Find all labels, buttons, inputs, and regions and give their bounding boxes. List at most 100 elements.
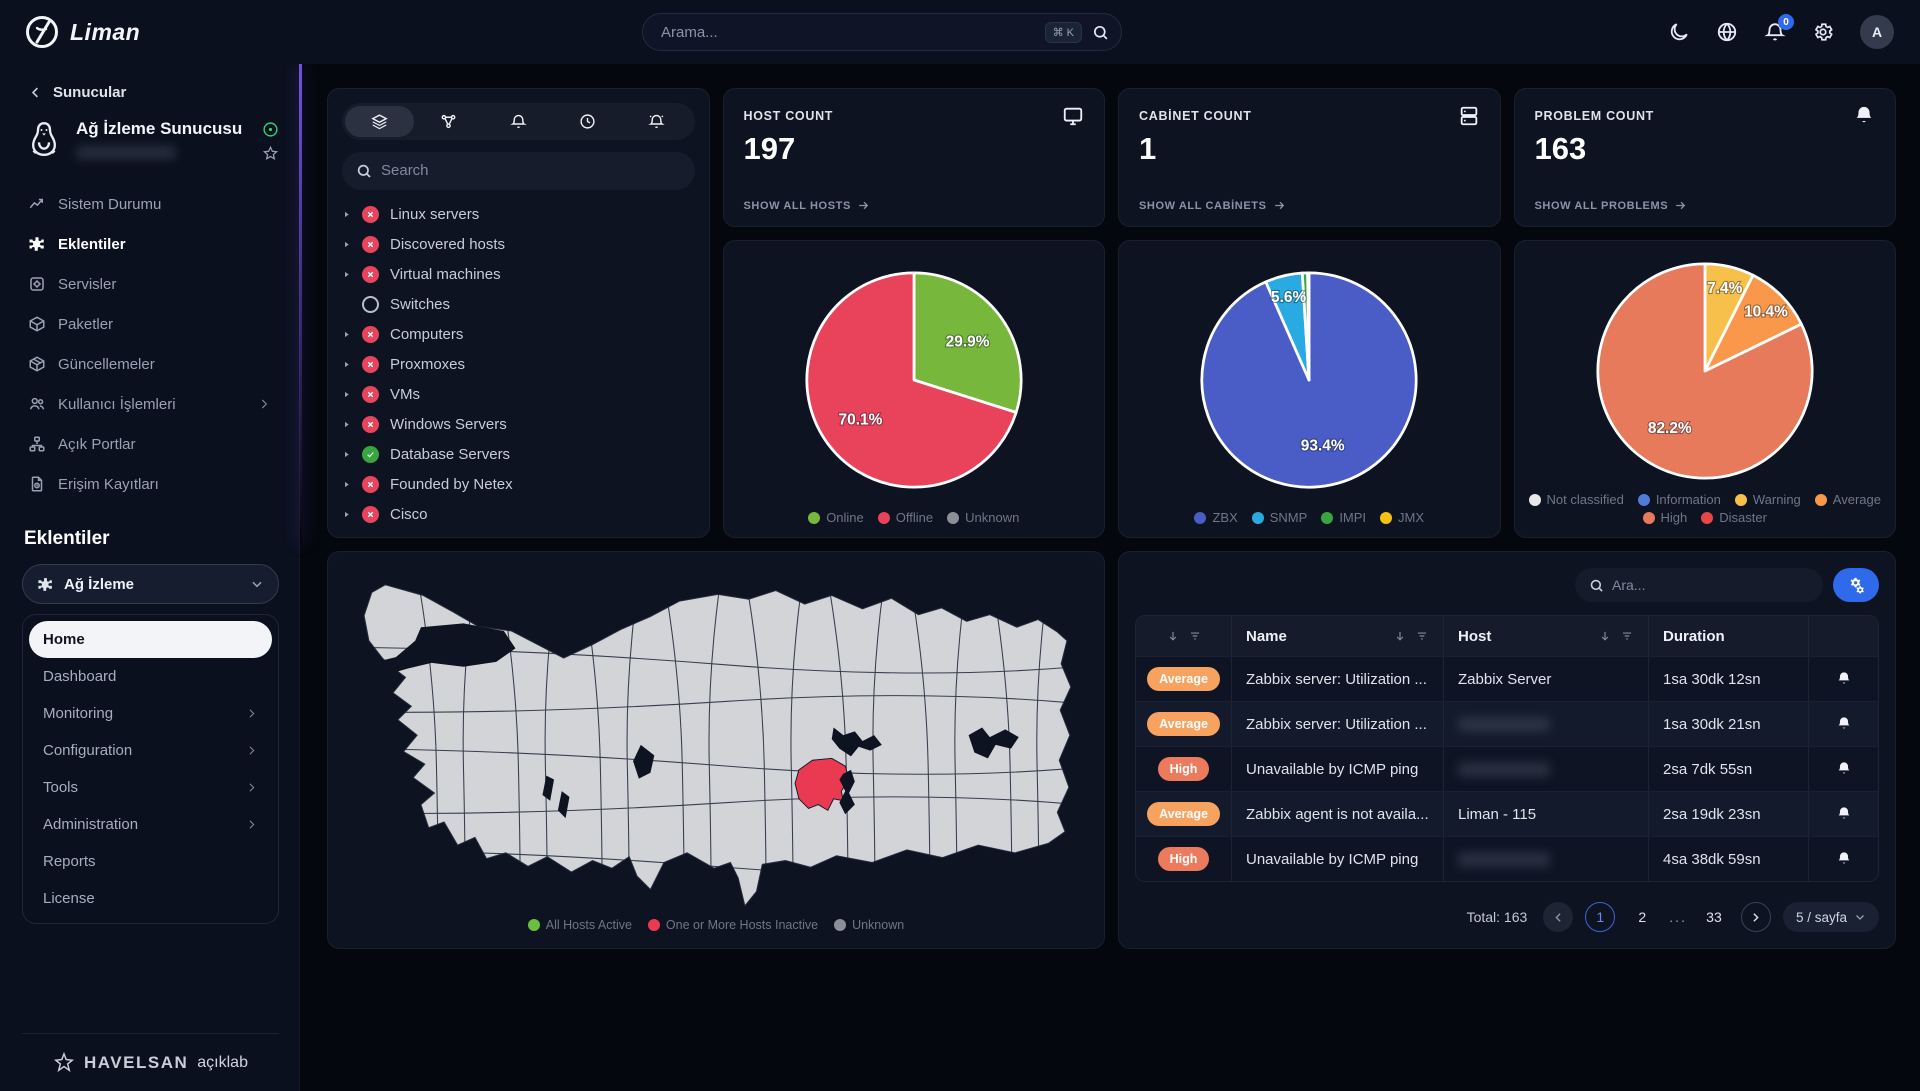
extension-menu-item-license[interactable]: License bbox=[29, 880, 272, 917]
pie-slice-high[interactable] bbox=[1596, 261, 1814, 479]
sidebar-item-paketler[interactable]: Paketler bbox=[22, 304, 279, 344]
legend-item-warning[interactable]: Warning bbox=[1734, 492, 1801, 507]
extension-selector[interactable]: Ağ İzleme bbox=[22, 564, 279, 604]
global-search-input[interactable] bbox=[661, 23, 1045, 41]
tree-item-founded-by-netex[interactable]: Founded by Netex bbox=[342, 470, 695, 500]
caret-right-icon[interactable] bbox=[342, 480, 351, 489]
tree-item-virtual-machines[interactable]: Virtual machines bbox=[342, 260, 695, 290]
caret-right-icon[interactable] bbox=[342, 450, 351, 459]
tree-item-vms[interactable]: VMs bbox=[342, 380, 695, 410]
row-notify-button[interactable] bbox=[1836, 716, 1852, 732]
legend-item-disaster[interactable]: Disaster bbox=[1701, 510, 1767, 525]
sort-icon[interactable] bbox=[1598, 629, 1612, 643]
liman-logo[interactable]: Liman bbox=[0, 14, 140, 50]
caret-right-icon[interactable] bbox=[342, 510, 351, 519]
pie-slice-online[interactable] bbox=[912, 270, 1023, 414]
extension-menu-item-dashboard[interactable]: Dashboard bbox=[29, 658, 272, 695]
sidebar-item-eklentiler[interactable]: Eklentiler bbox=[22, 224, 279, 264]
caret-right-icon[interactable] bbox=[342, 270, 351, 279]
extension-menu-item-tools[interactable]: Tools bbox=[29, 769, 272, 806]
table-search[interactable] bbox=[1575, 568, 1823, 602]
user-avatar[interactable]: A bbox=[1860, 15, 1894, 49]
legend-item-average[interactable]: Average bbox=[1814, 492, 1881, 507]
page-size-select[interactable]: 5 / sayfa bbox=[1782, 902, 1879, 932]
sidebar-item-a-k-portlar[interactable]: Açık Portlar bbox=[22, 424, 279, 464]
show-all-cabinets-link[interactable]: SHOW ALL CABİNETS bbox=[1139, 199, 1480, 212]
tree-item-discovered-hosts[interactable]: Discovered hosts bbox=[342, 230, 695, 260]
turkey-map[interactable] bbox=[340, 564, 1092, 916]
tree-search-input[interactable] bbox=[381, 162, 681, 180]
filter-icon[interactable] bbox=[1620, 629, 1634, 643]
tree-tab-clock[interactable] bbox=[553, 106, 622, 137]
row-notify-button[interactable] bbox=[1836, 806, 1852, 822]
legend-item-high[interactable]: High bbox=[1642, 510, 1687, 525]
legend-item-all-hosts-active[interactable]: All Hosts Active bbox=[527, 918, 632, 932]
table-row[interactable]: High Unavailable by ICMP ping 2sa 7dk 55sn bbox=[1136, 746, 1878, 791]
table-row[interactable]: Average Zabbix server: Utilization ... Zab… bbox=[1136, 656, 1878, 701]
sort-icon[interactable] bbox=[1393, 629, 1407, 643]
sidebar-item-kullan-c-i-lemleri[interactable]: Kullanıcı İşlemleri bbox=[22, 384, 279, 424]
tree-item-database-servers[interactable]: Database Servers bbox=[342, 440, 695, 470]
column-name[interactable]: Name bbox=[1246, 627, 1287, 645]
tree-tab-bell[interactable] bbox=[484, 106, 553, 137]
pie-slice-offline[interactable] bbox=[805, 270, 1018, 489]
global-search[interactable]: ⌘ K bbox=[642, 13, 1122, 51]
legend-item-unknown[interactable]: Unknown bbox=[834, 918, 904, 932]
table-search-input[interactable] bbox=[1612, 577, 1809, 593]
language-switcher[interactable] bbox=[1716, 21, 1738, 43]
page-button-1[interactable]: 1 bbox=[1585, 902, 1616, 932]
filter-icon[interactable] bbox=[1188, 629, 1202, 643]
row-notify-button[interactable] bbox=[1836, 761, 1852, 777]
filter-icon[interactable] bbox=[1415, 629, 1429, 643]
legend-item-information[interactable]: Information bbox=[1637, 492, 1721, 507]
tree-item-cisco[interactable]: Cisco bbox=[342, 500, 695, 523]
extension-menu-item-administration[interactable]: Administration bbox=[29, 806, 272, 843]
legend-item-offline[interactable]: Offline bbox=[877, 510, 933, 525]
caret-right-icon[interactable] bbox=[342, 330, 351, 339]
sidebar-item-servisler[interactable]: Servisler bbox=[22, 264, 279, 304]
legend-item-snmp[interactable]: SNMP bbox=[1251, 510, 1307, 525]
column-host[interactable]: Host bbox=[1458, 627, 1492, 645]
legend-item-not-classified[interactable]: Not classified bbox=[1528, 492, 1624, 507]
tree-tab-layers[interactable] bbox=[345, 106, 415, 138]
extension-menu-item-home[interactable]: Home bbox=[29, 621, 272, 658]
table-row[interactable]: Average Zabbix agent is not availa... Lima… bbox=[1136, 791, 1878, 836]
tree-item-switches[interactable]: Switches bbox=[342, 290, 695, 320]
extension-menu-item-configuration[interactable]: Configuration bbox=[29, 732, 272, 769]
tree-item-linux-servers[interactable]: Linux servers bbox=[342, 200, 695, 230]
caret-right-icon[interactable] bbox=[342, 390, 351, 399]
show-all-hosts-link[interactable]: SHOW ALL HOSTS bbox=[744, 199, 1085, 212]
row-notify-button[interactable] bbox=[1836, 851, 1852, 867]
caret-right-icon[interactable] bbox=[342, 210, 351, 219]
caret-right-icon[interactable] bbox=[342, 420, 351, 429]
prev-page-button[interactable] bbox=[1543, 902, 1574, 932]
sidebar-item-g-ncellemeler[interactable]: Güncellemeler bbox=[22, 344, 279, 384]
page-button-33[interactable]: 33 bbox=[1706, 909, 1722, 925]
table-row[interactable]: Average Zabbix server: Utilization ... 1sa… bbox=[1136, 701, 1878, 746]
tree-tab-bell2[interactable] bbox=[622, 106, 691, 137]
row-notify-button[interactable] bbox=[1836, 671, 1852, 687]
legend-item-one-or-more-hosts-inactive[interactable]: One or More Hosts Inactive bbox=[647, 918, 818, 932]
column-duration[interactable]: Duration bbox=[1663, 627, 1725, 645]
dark-mode-toggle[interactable] bbox=[1668, 21, 1690, 43]
highlighted-province[interactable] bbox=[794, 757, 850, 812]
legend-item-online[interactable]: Online bbox=[808, 510, 864, 525]
sidebar-item-sistem-durumu[interactable]: Sistem Durumu bbox=[22, 184, 279, 224]
back-to-servers[interactable]: Sunucular bbox=[22, 84, 279, 101]
pie-slice-jmx[interactable] bbox=[1306, 270, 1311, 381]
show-all-problems-link[interactable]: SHOW ALL PROBLEMS bbox=[1535, 199, 1876, 212]
tree-item-computers[interactable]: Computers bbox=[342, 320, 695, 350]
extension-menu-item-reports[interactable]: Reports bbox=[29, 843, 272, 880]
next-page-button[interactable] bbox=[1740, 902, 1771, 932]
table-row[interactable]: High Unavailable by ICMP ping 4sa 38dk 59s… bbox=[1136, 836, 1878, 881]
tree-item-proxmoxes[interactable]: Proxmoxes bbox=[342, 350, 695, 380]
legend-item-unknown[interactable]: Unknown bbox=[947, 510, 1019, 525]
table-settings-button[interactable] bbox=[1833, 568, 1879, 602]
notifications-button[interactable]: 0 bbox=[1764, 14, 1794, 43]
sidebar-item-eri-im-kay-tlar-[interactable]: Erişim Kayıtları bbox=[22, 464, 279, 504]
settings-button[interactable] bbox=[1812, 21, 1834, 43]
legend-item-zbx[interactable]: ZBX bbox=[1194, 510, 1238, 525]
tree-item-windows-servers[interactable]: Windows Servers bbox=[342, 410, 695, 440]
legend-item-jmx[interactable]: JMX bbox=[1380, 510, 1424, 525]
caret-right-icon[interactable] bbox=[342, 360, 351, 369]
